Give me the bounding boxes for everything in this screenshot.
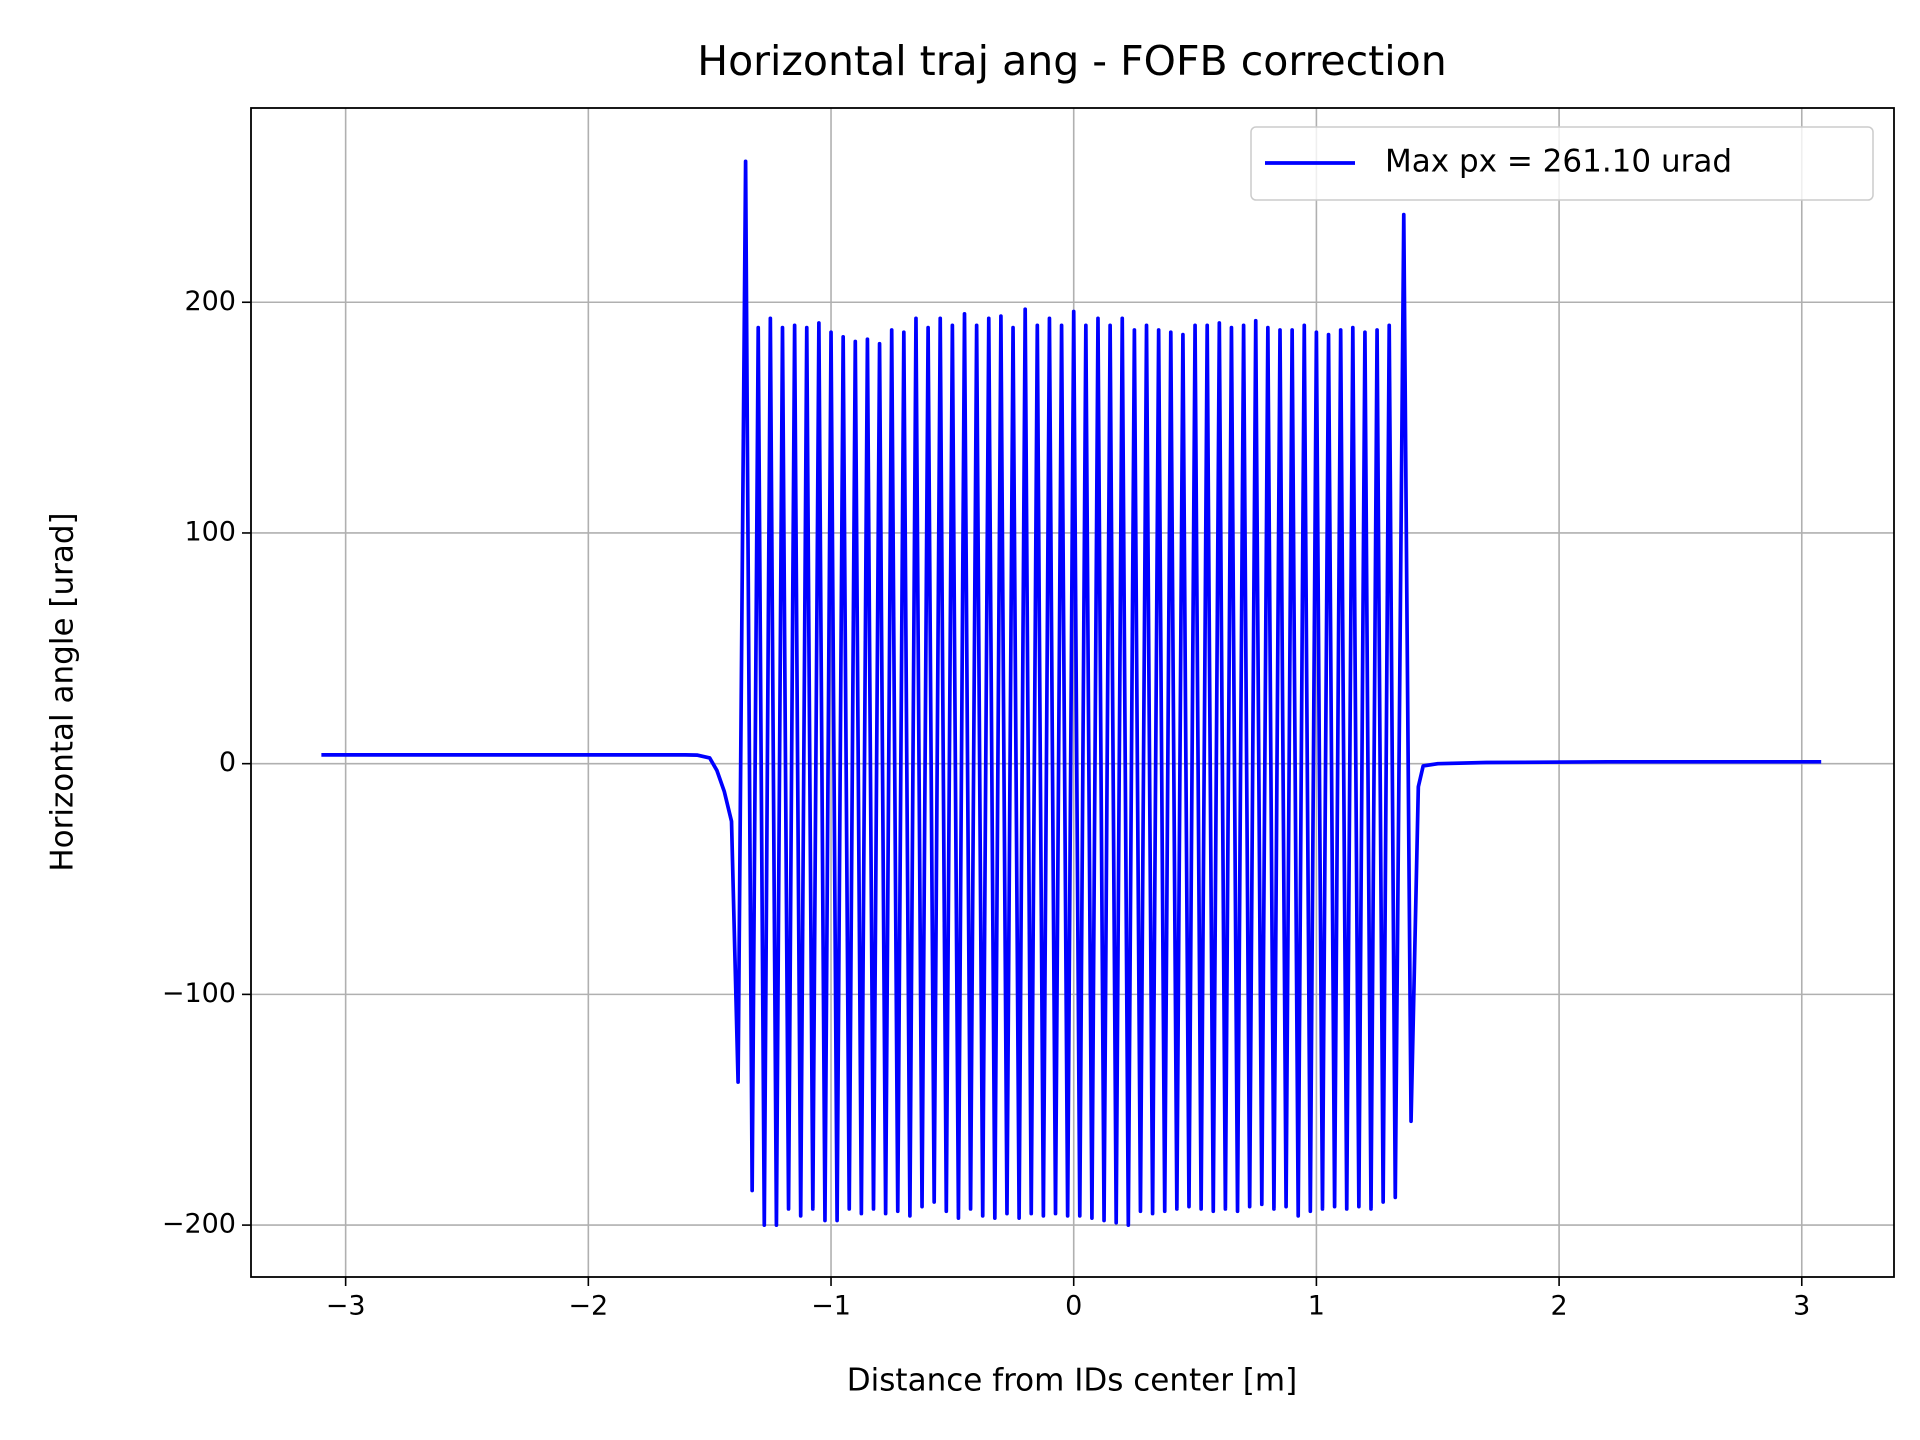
- x-tick-label: 3: [1793, 1291, 1810, 1322]
- y-tick-label: 0: [219, 747, 236, 778]
- x-tick-label: 0: [1065, 1291, 1082, 1322]
- y-tick-label: −100: [162, 978, 236, 1009]
- y-tick-label: 100: [184, 516, 236, 547]
- x-tick-label: 2: [1550, 1291, 1567, 1322]
- chart-title: Horizontal traj ang - FOFB correction: [697, 37, 1446, 85]
- y-axis-label: Horizontal angle [urad]: [45, 512, 81, 871]
- data-line: [321, 159, 1822, 1227]
- x-tick-label: −3: [326, 1291, 366, 1322]
- x-axis-label: Distance from IDs center [m]: [847, 1363, 1297, 1399]
- y-tick-label: −200: [162, 1209, 236, 1240]
- legend: Max px = 261.10 urad: [1250, 126, 1874, 201]
- x-tick-label: −1: [811, 1291, 851, 1322]
- x-tick-label: 1: [1308, 1291, 1325, 1322]
- y-tick-label: 200: [184, 286, 236, 317]
- legend-label: Max px = 261.10 urad: [1385, 144, 1732, 180]
- x-tick-label: −2: [568, 1291, 608, 1322]
- legend-box: [1250, 126, 1874, 201]
- plot-frame: [250, 107, 1895, 1278]
